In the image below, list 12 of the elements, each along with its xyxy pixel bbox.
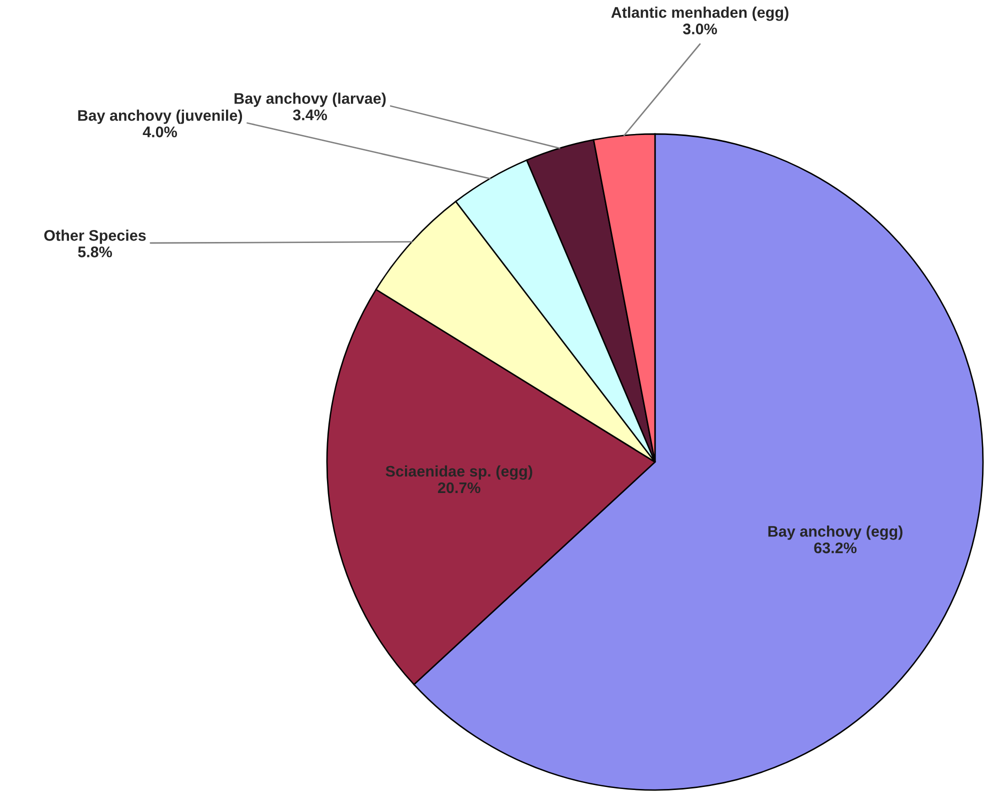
- slice-label: Bay anchovy (egg): [768, 526, 902, 540]
- data-label: 4.0%: [142, 126, 178, 138]
- data-label: 5.8%: [78, 246, 112, 258]
- slice-label: Other Species: [44, 230, 146, 244]
- data-label: 3.4%: [292, 110, 328, 120]
- slice-label: Sciaenidae sp. (egg): [386, 465, 532, 480]
- data-label: 3.0%: [682, 24, 718, 34]
- slice-label: Bay anchovy (larvae): [234, 92, 386, 107]
- slice-label: Atlantic menhaden (egg): [611, 6, 788, 21]
- data-label: 20.7%: [438, 482, 480, 494]
- data-label: 63.2%: [814, 542, 857, 554]
- slice-label: Bay anchovy (juvenile): [78, 110, 242, 124]
